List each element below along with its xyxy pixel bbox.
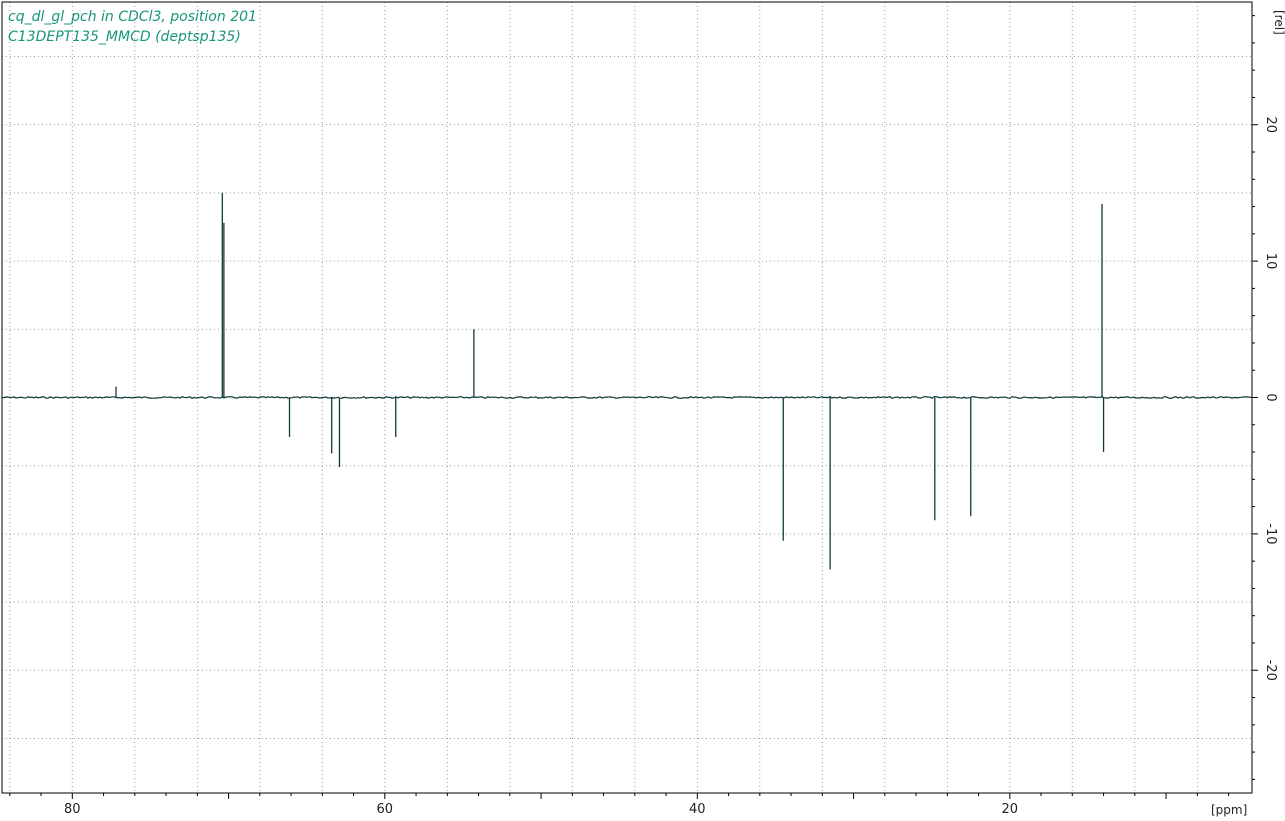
y-tick-label: -10	[1263, 523, 1278, 544]
x-tick-label: 40	[689, 802, 706, 817]
y-tick-label: 10	[1263, 253, 1278, 270]
baseline	[1, 396, 1253, 400]
x-tick-label: 20	[1002, 802, 1019, 817]
spectrum-subtitle: C13DEPT135_MMCD (deptsp135)	[8, 29, 241, 45]
x-axis: 80 60 40 20	[9, 793, 1230, 817]
grid	[2, 2, 1252, 793]
spectrum-title: cq_dl_gl_pch in CDCl3, position 201	[8, 9, 257, 25]
y-tick-label: -20	[1263, 660, 1278, 681]
x-axis-label: [ppm]	[1211, 803, 1247, 817]
x-tick-label: 80	[64, 802, 81, 817]
y-axis: 20 10 0 -10 -20	[1252, 15, 1278, 780]
y-tick-label: 20	[1263, 116, 1278, 133]
spectrum	[1, 192, 1253, 570]
y-tick-label: 0	[1263, 393, 1278, 401]
y-axis-label: [rel]	[1272, 10, 1285, 35]
x-tick-label: 60	[377, 802, 394, 817]
